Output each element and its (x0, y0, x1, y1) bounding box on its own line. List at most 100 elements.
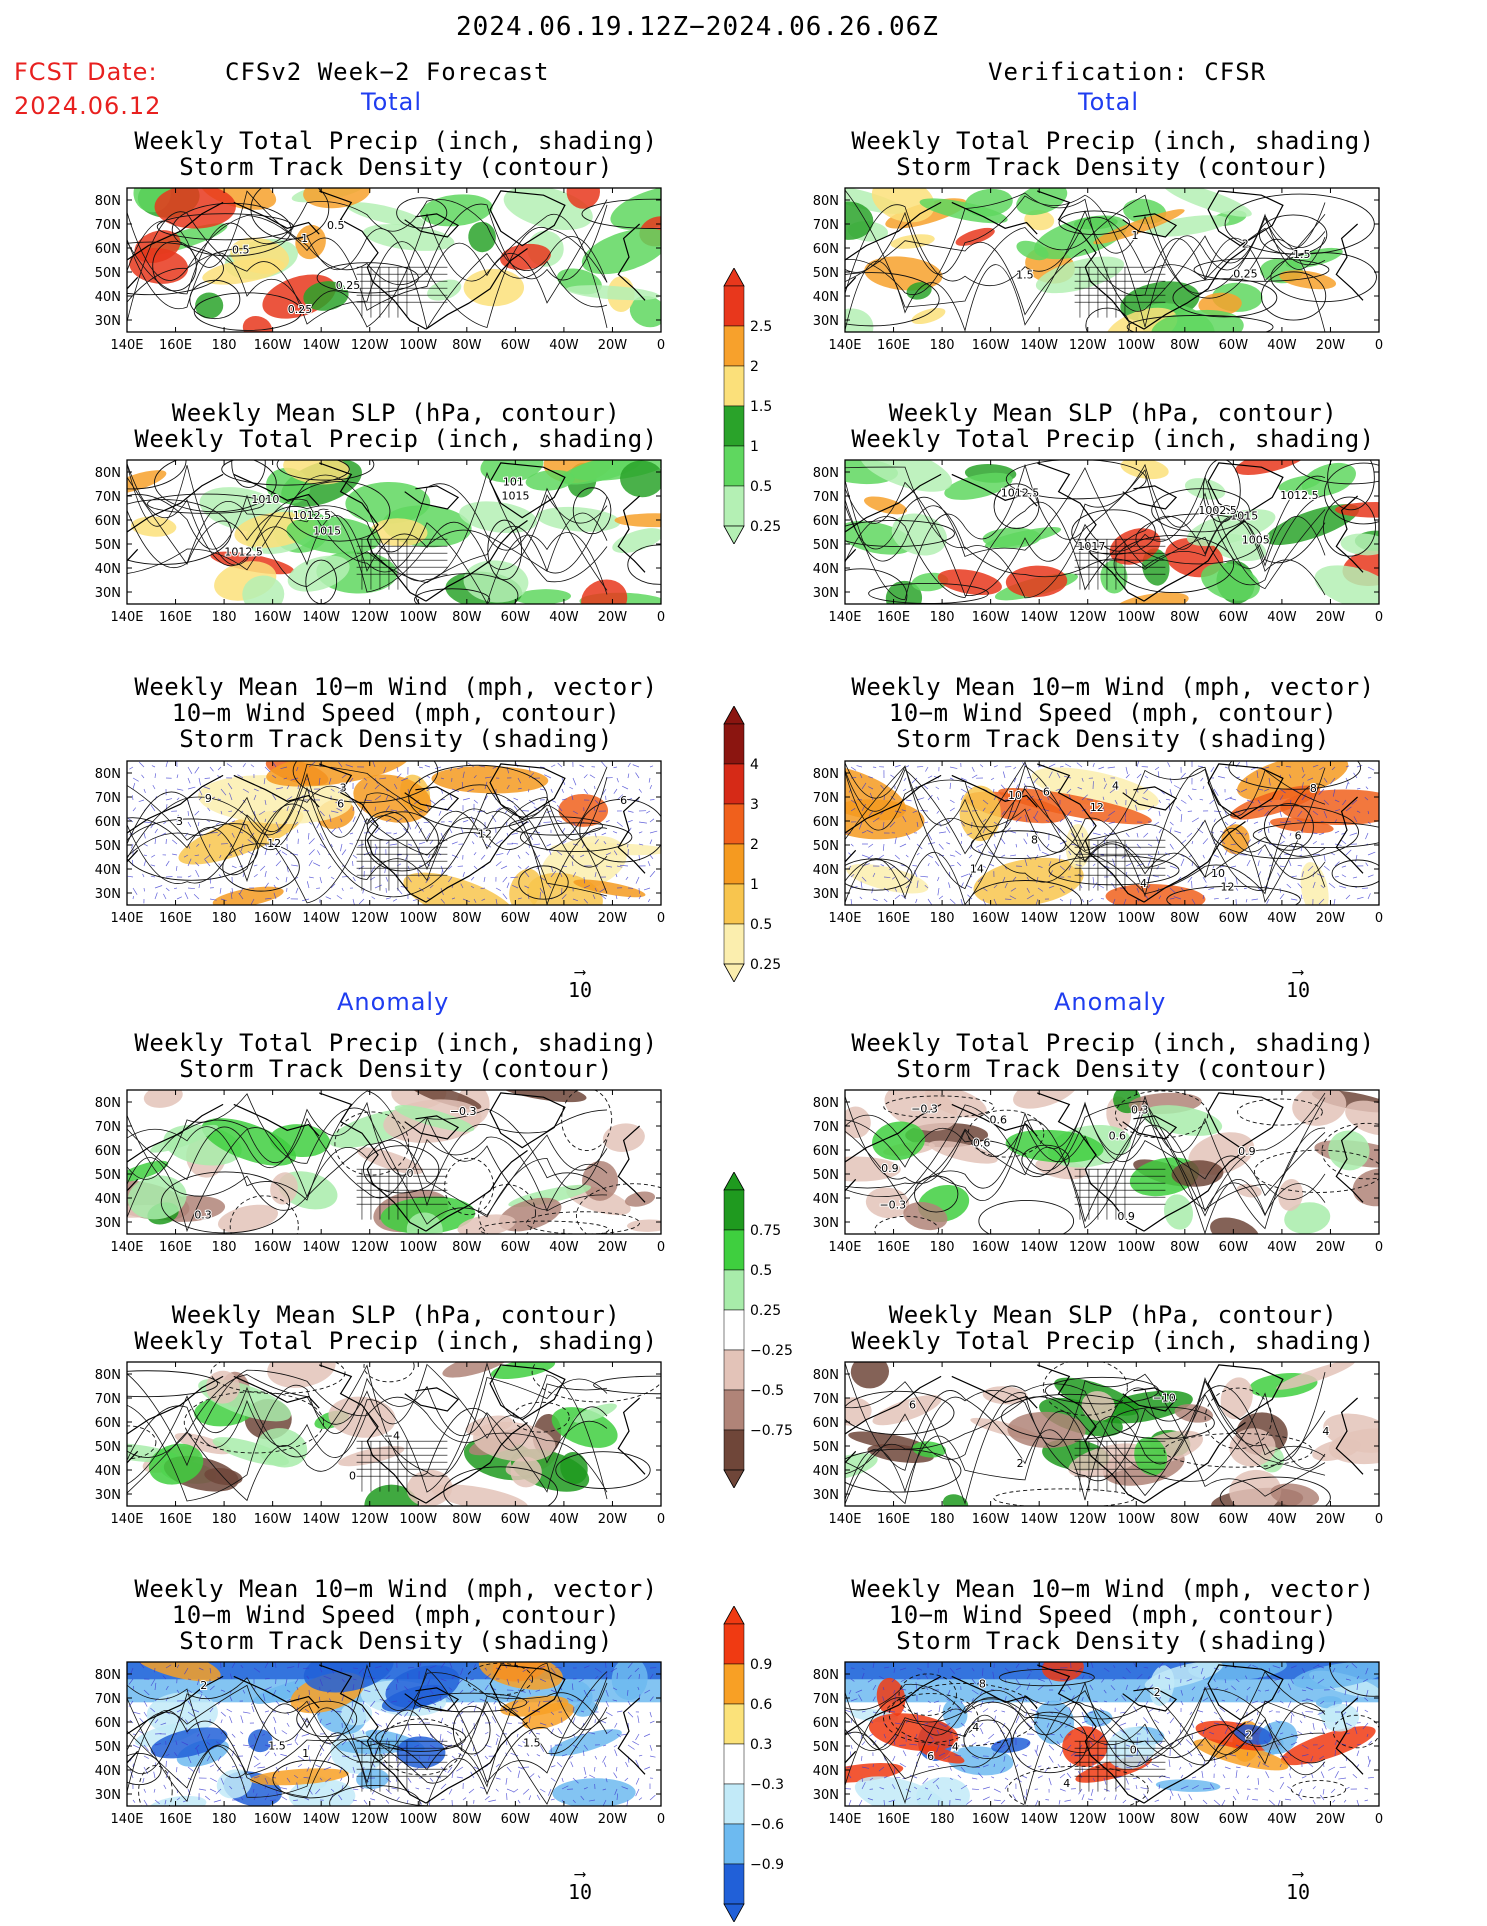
lon-label: 100W (1117, 610, 1155, 625)
lon-label: 140W (1020, 1812, 1058, 1827)
colorbar-label: −0.9 (750, 1857, 784, 1873)
lon-label: 120W (351, 1512, 389, 1527)
contour-label: 3 (176, 815, 183, 828)
lon-label: 160E (877, 338, 910, 353)
title-f-precip: Weekly Total Precip (inch, shading) Stor… (126, 128, 666, 180)
lat-label: 40N (813, 290, 839, 305)
lon-label: 160E (877, 1512, 910, 1527)
contour-label: 1010 (251, 493, 279, 506)
lon-label: 80W (1170, 610, 1200, 625)
title-f-panom: Weekly Total Precip (inch, shading) Stor… (126, 1030, 666, 1082)
lat-label: 60N (95, 1144, 121, 1159)
contour-label: 12 (1090, 801, 1104, 814)
lon-label: 20W (1316, 911, 1346, 926)
period-title: 2024.06.19.12Z−2024.06.26.06Z (456, 12, 939, 42)
lon-label: 40W (1267, 911, 1297, 926)
lon-label: 160W (254, 610, 292, 625)
lon-label: 160W (254, 1812, 292, 1827)
lat-label: 80N (813, 194, 839, 209)
contour-label: 0.6 (973, 1136, 991, 1149)
lon-label: 140E (110, 338, 143, 353)
section-anomaly-left: Anomaly (337, 988, 449, 1016)
title-v-wind: Weekly Mean 10−m Wind (mph, vector) 10−m… (823, 674, 1403, 752)
arrow-right-icon: ⟶ (562, 966, 598, 978)
lat-label: 50N (813, 1168, 839, 1183)
title-line: Storm Track Density (contour) (843, 154, 1383, 180)
colorbar-label: 1 (750, 877, 759, 893)
lon-label: 140W (1020, 1240, 1058, 1255)
lon-label: 20W (1316, 1512, 1346, 1527)
title-line: Storm Track Density (contour) (126, 154, 666, 180)
left-column-title: CFSv2 Week−2 Forecast (225, 58, 549, 86)
lon-label: 140W (1020, 338, 1058, 353)
lon-label: 160E (159, 1512, 192, 1527)
colorbar-label: 0.5 (750, 1263, 772, 1279)
lon-label: 0 (1375, 338, 1383, 353)
lon-label: 140E (110, 1812, 143, 1827)
lat-label: 50N (95, 538, 121, 553)
contour-label: 12 (1221, 880, 1235, 893)
lon-label: 0 (1375, 911, 1383, 926)
contour-label: 1012.5 (293, 509, 332, 522)
map-v-panom: 0.90.9−0.30.60.6−0.30.30.90.680N70N60N50… (805, 1090, 1399, 1264)
lon-label: 160E (877, 911, 910, 926)
lon-label: 120W (1069, 1240, 1107, 1255)
arrow-right-icon: ⟶ (1280, 966, 1316, 978)
colorbar-label: 0.25 (750, 519, 781, 535)
lon-label: 80W (452, 911, 482, 926)
lon-label: 140E (110, 610, 143, 625)
contour-label: 1 (301, 232, 308, 245)
contour-label: 101 (503, 476, 524, 489)
lon-label: 180 (930, 1812, 955, 1827)
contour-label: 1015 (502, 489, 530, 502)
lat-label: 70N (95, 1120, 121, 1135)
contour-label: 6 (909, 1398, 916, 1411)
contour-label: 1.5 (523, 1737, 541, 1750)
lat-label: 30N (813, 1216, 839, 1231)
lon-label: 20W (598, 1512, 628, 1527)
title-f-wanom: Weekly Mean 10−m Wind (mph, vector) 10−m… (106, 1576, 686, 1654)
vector-ref-v-anom: ⟶ 10 (1280, 1868, 1316, 1904)
title-line: Weekly Mean 10−m Wind (mph, vector) (106, 674, 686, 700)
lat-label: 50N (95, 839, 121, 854)
lat-label: 70N (95, 1692, 121, 1707)
title-v-wanom: Weekly Mean 10−m Wind (mph, vector) 10−m… (823, 1576, 1403, 1654)
lat-label: 70N (813, 218, 839, 233)
contour-label: 6 (1295, 829, 1302, 842)
lon-label: 60W (501, 1812, 531, 1827)
contour-label: 0.6 (990, 1114, 1008, 1127)
lat-label: 50N (95, 1168, 121, 1183)
title-line: Weekly Total Precip (inch, shading) (843, 1328, 1383, 1354)
lon-label: 180 (930, 610, 955, 625)
title-line: Storm Track Density (shading) (106, 1628, 686, 1654)
map-f-slp: 10151012.5101510101012.510180N70N60N50N4… (87, 460, 681, 634)
lat-label: 80N (813, 767, 839, 782)
lat-label: 80N (95, 1368, 121, 1383)
colorbar-label: −0.6 (750, 1817, 784, 1833)
contour-label: 12 (267, 837, 281, 850)
contour-label: 0.5 (232, 243, 250, 256)
lon-label: 140W (1020, 911, 1058, 926)
lon-label: 140W (302, 1512, 340, 1527)
lon-label: 100W (399, 911, 437, 926)
title-line: Weekly Total Precip (inch, shading) (126, 1328, 666, 1354)
title-line: Weekly Mean SLP (hPa, contour) (843, 1302, 1383, 1328)
contour-label: 1012.5 (1280, 489, 1319, 502)
section-anomaly-right: Anomaly (1054, 988, 1166, 1016)
title-line: Storm Track Density (contour) (843, 1056, 1383, 1082)
contour-label: 2 (1154, 1686, 1161, 1699)
lon-label: 140E (828, 610, 861, 625)
lon-label: 0 (657, 610, 665, 625)
lat-label: 30N (95, 887, 121, 902)
lon-label: 140E (828, 1240, 861, 1255)
lat-label: 50N (813, 839, 839, 854)
lon-label: 160E (159, 1812, 192, 1827)
